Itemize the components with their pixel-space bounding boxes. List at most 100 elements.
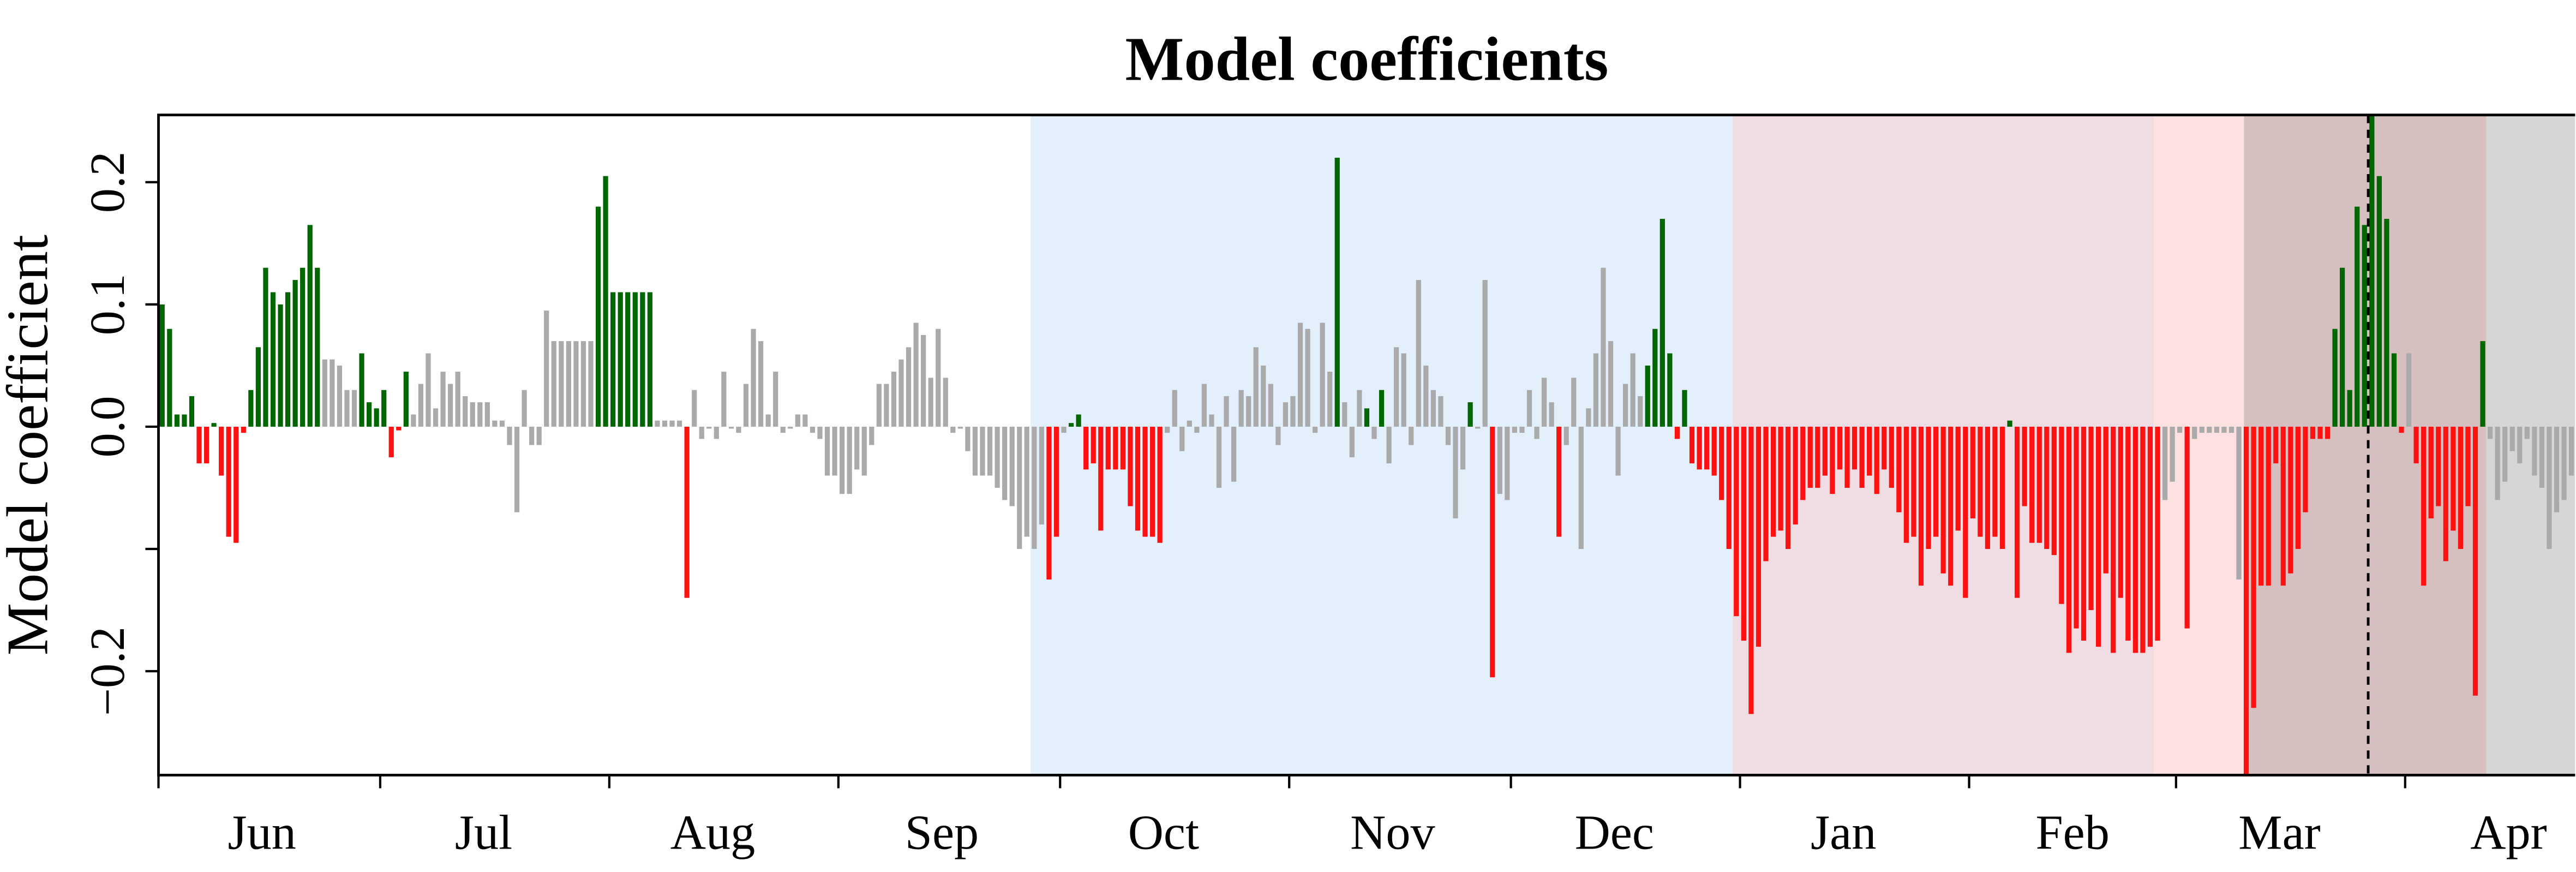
bar <box>840 426 845 494</box>
bar <box>1830 426 1835 494</box>
bar <box>1852 426 1858 470</box>
bar <box>2273 426 2279 464</box>
bar <box>196 426 202 464</box>
bar <box>765 414 771 427</box>
bar <box>307 225 313 427</box>
bar <box>2029 426 2035 543</box>
bar <box>1896 426 1902 512</box>
bar <box>1039 426 1044 525</box>
bar <box>1046 426 1052 580</box>
bar <box>300 267 305 427</box>
bar <box>1053 426 1059 537</box>
bar <box>936 329 941 427</box>
bar <box>1290 396 1296 427</box>
bar <box>1519 426 1525 433</box>
bar <box>2088 426 2094 610</box>
bar <box>492 420 498 427</box>
bar <box>337 365 343 427</box>
bar <box>1334 158 1340 427</box>
bar <box>921 335 926 427</box>
bar <box>2207 426 2212 433</box>
bar <box>381 390 387 427</box>
bar <box>1083 426 1089 470</box>
bar <box>396 426 402 431</box>
bar <box>884 384 889 427</box>
bar <box>1253 347 1259 427</box>
bar <box>2532 426 2537 476</box>
bar <box>1815 426 1820 488</box>
bar <box>1933 426 1939 537</box>
bar <box>2066 426 2072 653</box>
bar <box>1342 402 1347 427</box>
bar <box>1660 219 1665 427</box>
bar <box>292 280 298 427</box>
bar <box>1985 426 1991 549</box>
bar <box>1786 426 1791 549</box>
bar <box>1638 396 1643 427</box>
bar <box>1807 426 1813 488</box>
bar <box>2103 426 2108 574</box>
bar <box>463 396 468 427</box>
bar <box>1756 426 1762 647</box>
bar <box>1032 426 1037 549</box>
bar <box>2162 426 2168 500</box>
bar <box>2399 426 2404 433</box>
bar <box>211 423 217 427</box>
bar <box>751 329 756 427</box>
bar <box>869 426 874 445</box>
bar <box>2288 426 2293 574</box>
bar <box>2051 426 2057 556</box>
bar <box>1970 426 1975 518</box>
bar <box>2074 426 2079 629</box>
bar <box>174 414 179 427</box>
bar <box>684 426 690 598</box>
bar <box>1423 365 1429 427</box>
bar <box>1578 426 1584 549</box>
bar <box>1608 341 1614 427</box>
bar <box>1098 426 1104 531</box>
bar <box>2111 426 2116 653</box>
bar <box>2170 426 2175 482</box>
y-tick-label: −0.2 <box>80 626 135 716</box>
bar <box>1149 426 1155 537</box>
bar <box>1800 426 1806 500</box>
bar <box>928 378 933 427</box>
bar <box>159 304 165 427</box>
bar <box>943 378 948 427</box>
bar <box>433 408 439 427</box>
bar <box>2391 353 2397 427</box>
bar <box>1882 426 1887 470</box>
bar <box>2421 426 2427 586</box>
bar <box>1859 426 1865 488</box>
bar <box>2436 426 2441 506</box>
bar <box>2095 426 2101 647</box>
bar <box>388 426 394 457</box>
bar <box>2192 426 2197 439</box>
bar <box>1261 365 1266 427</box>
bar <box>1505 426 1510 500</box>
bar <box>440 372 446 427</box>
bar <box>2014 426 2020 598</box>
bar <box>1297 322 1303 427</box>
bar <box>995 426 1000 488</box>
bar <box>1209 414 1214 427</box>
bar <box>566 341 571 427</box>
bar <box>1889 426 1894 488</box>
bar <box>2547 426 2552 549</box>
bar <box>2214 426 2219 433</box>
bar <box>1061 426 1067 433</box>
x-tick-label: Mar <box>2238 805 2320 860</box>
bar <box>1586 408 1591 427</box>
bar <box>795 414 800 427</box>
bar <box>2243 426 2249 775</box>
bar <box>1320 322 1325 427</box>
bar <box>1187 420 1192 427</box>
bar <box>1867 426 1872 476</box>
y-tick-label: 0.2 <box>80 151 135 213</box>
bar <box>817 426 823 439</box>
bar <box>270 292 276 427</box>
bar <box>2487 426 2493 439</box>
bar <box>1386 426 1392 464</box>
bar <box>2362 225 2367 427</box>
